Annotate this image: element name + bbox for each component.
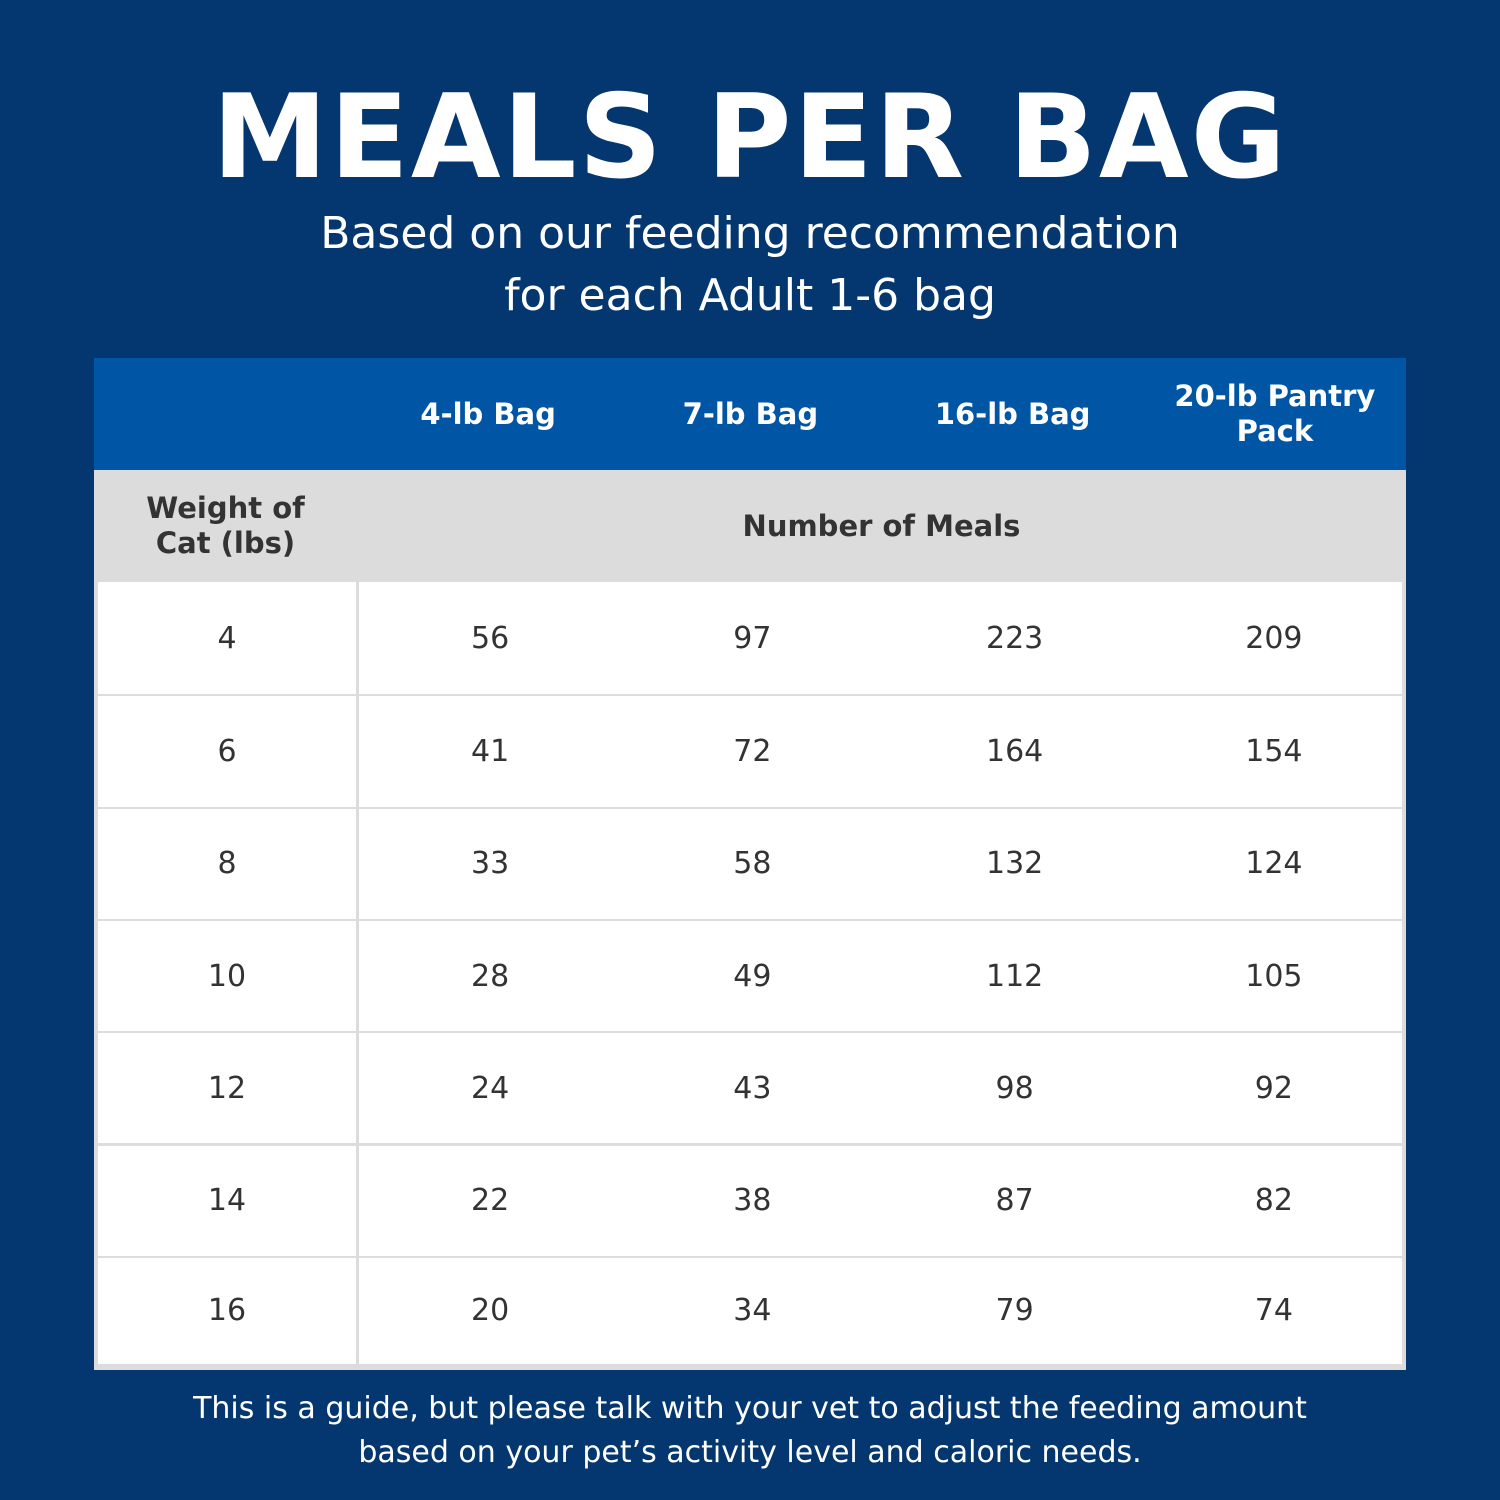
weight-cell: 12 xyxy=(98,1033,356,1144)
weight-cell: 10 xyxy=(98,920,356,1032)
header-cell xyxy=(94,358,357,470)
table: 4-lb Bag 7-lb Bag 16-lb Bag 20-lb Pantry Pa… xyxy=(94,358,1406,1370)
meals-cell: 97 xyxy=(621,582,884,695)
meals-cell: 132 xyxy=(883,808,1146,919)
meals-cell: 38 xyxy=(621,1145,884,1256)
meals-cell: 22 xyxy=(359,1145,622,1256)
group-header: Number of Meals xyxy=(742,508,1021,543)
weight-cell: 8 xyxy=(98,808,356,919)
meals-cell: 79 xyxy=(883,1257,1146,1365)
meals-cell: 154 xyxy=(1145,696,1402,807)
column-header: 7-lb Bag xyxy=(619,358,882,470)
weight-cell: 6 xyxy=(98,696,356,807)
footer-line: This is a guide, but please talk with yo… xyxy=(193,1391,1307,1426)
meals-cell: 58 xyxy=(621,808,884,919)
meals-cell: 34 xyxy=(621,1257,884,1365)
column-header: 4-lb Bag xyxy=(357,358,620,470)
meals-cell: 20 xyxy=(359,1257,622,1365)
meals-cell: 33 xyxy=(359,808,622,919)
meals-cell: 105 xyxy=(1145,920,1402,1032)
meals-cell: 43 xyxy=(621,1033,884,1144)
meals-cell: 41 xyxy=(359,696,622,807)
meals-cell: 82 xyxy=(1145,1145,1402,1256)
subtitle-line: for each Adult 1-6 bag xyxy=(504,270,996,321)
weight-cell: 16 xyxy=(98,1257,356,1365)
meals-cell: 56 xyxy=(359,582,622,695)
meals-cell: 72 xyxy=(621,696,884,807)
meals-cell: 112 xyxy=(883,920,1146,1032)
weight-cell: 14 xyxy=(98,1145,356,1256)
weight-cell: 4 xyxy=(98,582,356,695)
meals-cell: 164 xyxy=(883,696,1146,807)
column-header: 20-lb Pantry Pack xyxy=(1143,358,1406,470)
meals-cell: 92 xyxy=(1145,1033,1402,1144)
footer-line: based on your pet’s activity level and c… xyxy=(358,1435,1142,1470)
subtitle-line: Based on our feeding recommendation xyxy=(320,208,1180,259)
meals-cell: 209 xyxy=(1145,582,1402,695)
meals-cell: 24 xyxy=(359,1033,622,1144)
meals-cell: 223 xyxy=(883,582,1146,695)
title: MEALS PER BAG xyxy=(212,70,1288,205)
meals-cell: 28 xyxy=(359,920,622,1032)
meals-cell: 87 xyxy=(883,1145,1146,1256)
meals-cell: 74 xyxy=(1145,1257,1402,1365)
meals-cell: 98 xyxy=(883,1033,1146,1144)
row-header-label: Weight of Cat (lbs) xyxy=(146,491,305,560)
meals-cell: 124 xyxy=(1145,808,1402,919)
meals-cell: 49 xyxy=(621,920,884,1032)
column-header: 16-lb Bag xyxy=(881,358,1144,470)
